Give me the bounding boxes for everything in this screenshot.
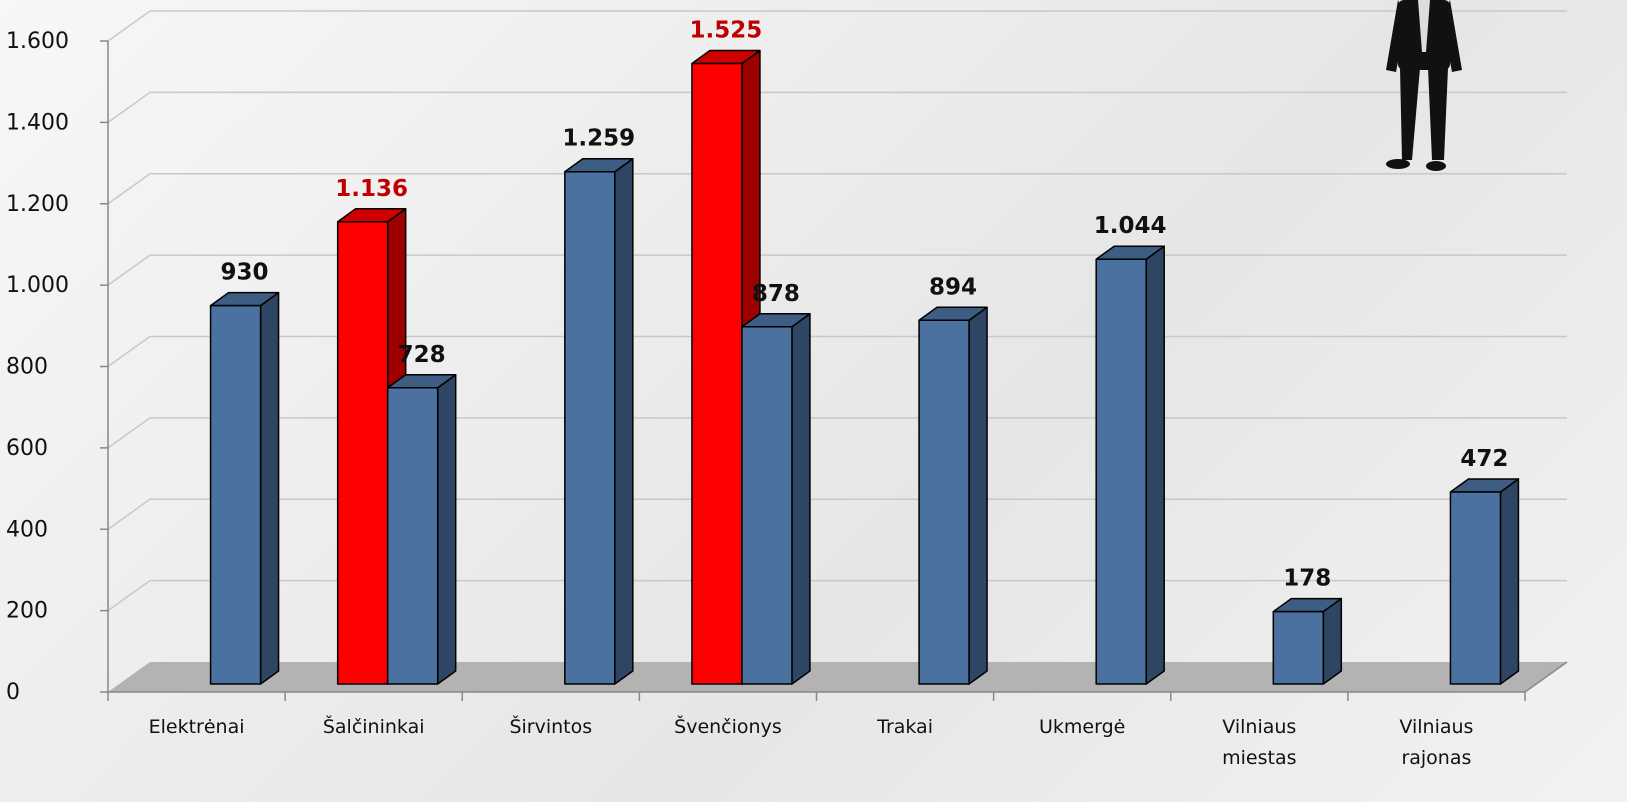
bar [741,313,811,685]
x-tick-label: Švenčionys [674,716,782,738]
bar-front [1095,258,1147,685]
icon-shoe [1426,161,1446,171]
bar [209,291,280,685]
value-label: 1.136 [335,176,408,202]
icon-shirt [1418,0,1430,52]
bar-front [1272,610,1325,685]
bar-front [336,221,389,685]
value-label: 930 [221,260,269,286]
x-tick-label: Ukmergė [1039,716,1126,738]
bar [1095,245,1165,685]
grid-line [107,254,1567,286]
icon-shoe [1386,159,1410,169]
floor [108,662,1567,692]
bar-front [691,62,743,685]
bar-front [209,304,262,685]
y-tick-label: 600 [6,436,48,461]
y-tick-label: 1.000 [6,273,69,298]
bar-front [918,319,970,685]
bar [1272,597,1343,685]
y-tick-label: 800 [6,355,48,380]
grid-line [107,173,1567,205]
bar-side [1145,245,1165,685]
y-tick-label: 1.400 [6,110,69,135]
bar-side [259,291,280,685]
bar-front [1449,491,1502,685]
grid-line [107,579,1567,612]
x-tick-label: Širvintos [509,716,593,738]
bar-side [1322,597,1343,685]
bar-side [436,374,457,685]
icon-leg [1428,68,1448,160]
bar-front [741,326,793,685]
icon-arm [1386,0,1406,72]
value-label: 1.259 [562,126,635,152]
businessman-icon [1386,0,1462,171]
value-label: 472 [1460,446,1508,472]
bar [918,306,988,685]
y-tick-label: 1.600 [6,29,69,54]
value-label: 178 [1283,566,1331,592]
x-axis-depth [1524,661,1568,693]
icon-leg [1400,68,1420,160]
x-tick-label: Šalčininkai [322,716,425,738]
bar-front [386,387,439,685]
value-label: 894 [929,274,977,300]
grid-line [107,417,1567,449]
value-label: 878 [752,281,800,307]
value-label: 1.044 [1094,213,1167,239]
value-label: 728 [398,342,446,368]
bar [1449,478,1520,685]
grid-line [107,91,1567,123]
y-tick-label: 1.200 [6,192,69,217]
x-tick-label: Vilniaus rajonas [1399,716,1474,769]
grid-line [107,498,1567,530]
icon-arm [1442,0,1462,72]
bar-side [1499,478,1520,685]
x-tick-label: Vilniaus miestas [1222,716,1297,769]
y-tick-label: 400 [6,517,48,542]
grid-line [107,10,1567,42]
y-tick-label: 0 [6,680,20,705]
bar-side [968,306,988,685]
value-label: 1.525 [690,18,763,44]
bar [386,374,457,685]
bar-side [614,157,634,685]
y-tick-label: 200 [6,599,48,624]
bar-side [791,313,811,685]
bar-front [564,170,616,685]
x-tick-label: Elektrėnai [148,716,245,738]
plot: 0 200 400 600 800 1.000 1.200 1.400 1.600 930 1.13… [6,10,1568,705]
x-tick-label: Trakai [877,716,933,738]
grid-line [107,335,1567,368]
bar [564,157,634,685]
